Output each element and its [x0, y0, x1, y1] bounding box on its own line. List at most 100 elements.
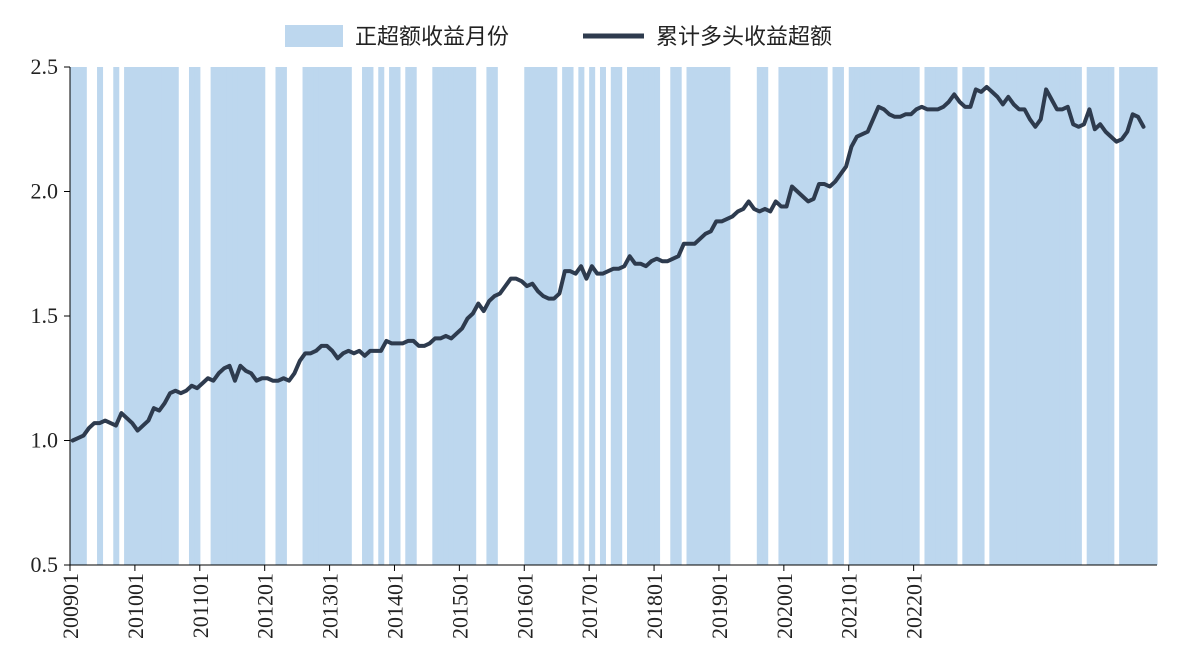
positive-month-bar	[821, 67, 828, 565]
positive-month-bar	[210, 67, 217, 565]
positive-month-bar	[864, 67, 871, 565]
positive-month-bar	[172, 67, 179, 565]
positive-month-bar	[80, 67, 87, 565]
positive-month-bar	[151, 67, 158, 565]
positive-month-bar	[892, 67, 899, 565]
positive-month-bar	[524, 67, 531, 565]
positive-month-bar	[156, 67, 163, 565]
positive-month-bar	[670, 67, 677, 565]
positive-month-bar	[1016, 67, 1023, 565]
positive-month-bar	[973, 67, 980, 565]
positive-month-bar	[805, 67, 812, 565]
positive-month-bar	[97, 67, 104, 565]
legend-bar-swatch	[285, 25, 343, 47]
positive-month-bar	[221, 67, 228, 565]
legend-bar-label: 正超额收益月份	[355, 25, 509, 50]
positive-month-bar	[345, 67, 352, 565]
positive-month-bar	[275, 67, 282, 565]
positive-month-bar	[599, 67, 606, 565]
positive-month-bar	[1108, 67, 1115, 565]
positive-month-bar	[389, 67, 396, 565]
positive-month-bar	[1151, 67, 1158, 565]
tick-labels: 0.5 1.0 1.5 2.0 2.5 200901 201001 201101 201201 2…	[31, 54, 927, 639]
x-tick-label: 201401	[383, 573, 408, 639]
positive-month-bar	[167, 67, 174, 565]
positive-month-bar	[491, 67, 498, 565]
positive-month-bar	[1010, 67, 1017, 565]
positive-month-bar	[540, 67, 547, 565]
y-tick-label: 2.0	[31, 179, 59, 204]
positive-month-bar	[1038, 67, 1045, 565]
legend-line-label: 累计多头收益超额	[656, 25, 832, 50]
excess-return-line	[70, 84, 1146, 443]
positive-month-bar	[778, 67, 785, 565]
x-tick-label: 200901	[58, 573, 83, 639]
positive-month-bar	[259, 67, 266, 565]
positive-month-bar	[1070, 67, 1077, 565]
x-tick-label: 201501	[447, 573, 472, 639]
positive-month-bar	[1043, 67, 1050, 565]
positive-month-bar	[394, 67, 401, 565]
legend: 正超额收益月份 累计多头收益超额	[285, 25, 832, 50]
positive-month-bar	[562, 67, 569, 565]
x-tick-label: 201101	[188, 573, 213, 638]
positive-month-bar	[129, 67, 136, 565]
positive-month-bar	[318, 67, 325, 565]
positive-month-bar	[1140, 67, 1147, 565]
axes	[64, 66, 1157, 571]
y-tick-label: 0.5	[31, 552, 59, 577]
positive-month-bar	[610, 67, 617, 565]
positive-month-bar	[448, 67, 455, 565]
positive-month-bar	[902, 67, 909, 565]
positive-month-bar	[194, 67, 201, 565]
positive-month-bar	[654, 67, 661, 565]
positive-month-bar	[794, 67, 801, 565]
positive-month-bar	[789, 67, 796, 565]
positive-month-bar	[637, 67, 644, 565]
positive-month-bar	[837, 67, 844, 565]
x-tick-label: 201001	[123, 573, 148, 639]
positive-month-bar	[280, 67, 287, 565]
positive-month-bar	[134, 67, 141, 565]
positive-month-bar	[627, 67, 634, 565]
positive-month-bar	[913, 67, 920, 565]
positive-month-bar	[848, 67, 855, 565]
positive-month-bar	[367, 67, 374, 565]
positive-month-bar	[1054, 67, 1061, 565]
x-tick-label: 201701	[577, 573, 602, 639]
positive-month-bar	[854, 67, 861, 565]
positive-month-bar	[935, 67, 942, 565]
positive-month-bar	[567, 67, 574, 565]
y-tick-label: 1.0	[31, 428, 59, 453]
positive-month-bar	[994, 67, 1001, 565]
positive-month-bar	[188, 67, 195, 565]
positive-month-bar	[437, 67, 444, 565]
positive-month-bar	[762, 67, 769, 565]
positive-month-bar	[940, 67, 947, 565]
positive-month-bar	[313, 67, 320, 565]
positive-month-bar	[1021, 67, 1028, 565]
positive-month-bar	[1135, 67, 1142, 565]
positive-month-bar	[589, 67, 596, 565]
positive-month-bar	[410, 67, 417, 565]
positive-month-bar	[1146, 67, 1153, 565]
positive-month-bar	[405, 67, 412, 565]
positive-month-bar	[253, 67, 260, 565]
positive-month-bar	[967, 67, 974, 565]
positive-month-bar	[924, 67, 931, 565]
positive-month-bar	[1075, 67, 1082, 565]
positive-month-bars	[70, 67, 1158, 565]
positive-month-bar	[686, 67, 693, 565]
positive-month-bar	[75, 67, 82, 565]
y-tick-label: 1.5	[31, 303, 59, 328]
x-tick-label: 201601	[512, 573, 537, 639]
positive-month-bar	[989, 67, 996, 565]
positive-month-bar	[632, 67, 639, 565]
positive-month-bar	[783, 67, 790, 565]
positive-month-bar	[616, 67, 623, 565]
positive-month-bar	[875, 67, 882, 565]
positive-month-bar	[870, 67, 877, 565]
x-tick-label: 202201	[902, 573, 927, 639]
positive-month-bar	[1048, 67, 1055, 565]
